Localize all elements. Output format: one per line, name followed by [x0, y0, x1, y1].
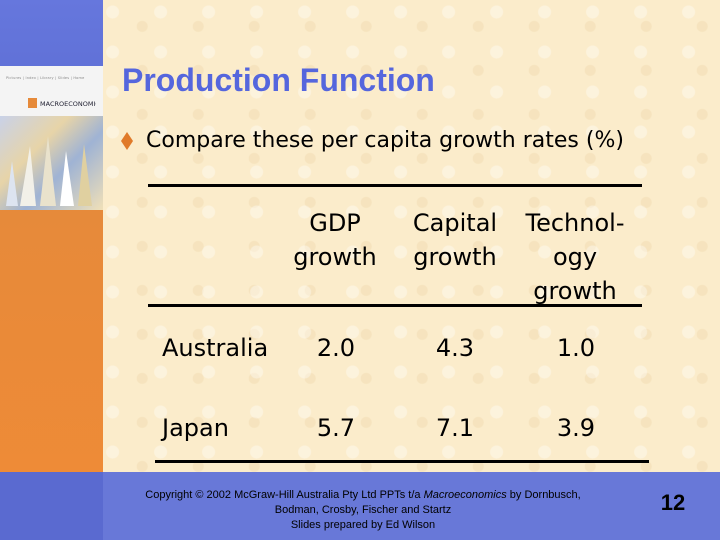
footer-line-1: Copyright © 2002 McGraw-Hill Australia P…	[108, 488, 618, 503]
slide-number: 12	[660, 490, 686, 515]
header-capital-growth: Capital growth	[412, 209, 498, 271]
cell-japan-gdp: 5.7	[316, 414, 356, 442]
header-gdp-growth: GDP growth	[293, 209, 377, 271]
book-cover-thumbnail: Pictures | Index | Library | Slides | Ho…	[0, 66, 103, 210]
row-label-japan: Japan	[162, 414, 229, 442]
cell-japan-technology: 3.9	[556, 414, 596, 442]
bullet-text: Compare these per capita growth rates (%…	[146, 128, 624, 153]
bullet-point: Compare these per capita growth rates (%…	[120, 128, 624, 153]
cover-nav-text: Pictures | Index | Library | Slides | Ho…	[6, 76, 85, 80]
footer-line-3: Slides prepared by Ed Wilson	[290, 519, 436, 531]
footer-book-title: Macroeconomics	[423, 489, 507, 501]
bottom-left-block	[0, 472, 103, 540]
page-title: Production Function	[122, 62, 435, 98]
cover-artwork	[0, 116, 103, 210]
footer-line-1-suffix: by Dornbusch,	[506, 489, 581, 501]
cell-australia-technology: 1.0	[556, 334, 596, 362]
footer-line-2: Bodman, Crosby, Fischer and Startz	[274, 504, 452, 516]
cell-japan-capital: 7.1	[435, 414, 475, 442]
cell-australia-capital: 4.3	[435, 334, 475, 362]
footer-line-1-prefix: Copyright © 2002 McGraw-Hill Australia P…	[145, 489, 424, 501]
sailboats-illustration	[6, 136, 92, 206]
copyright-footer: Copyright © 2002 McGraw-Hill Australia P…	[108, 488, 618, 533]
footer-band	[103, 472, 720, 540]
table-bottom-rule	[155, 460, 649, 463]
slide-background	[103, 0, 720, 540]
diamond-bullet-icon	[121, 131, 133, 150]
row-label-australia: Australia	[162, 334, 269, 362]
cover-logo-text: MACROECONOMICS	[40, 100, 96, 108]
cell-australia-gdp: 2.0	[316, 334, 356, 362]
table-header-rule	[148, 304, 642, 307]
header-technology-growth: Technol- ogy growth	[525, 209, 625, 305]
table-top-rule	[148, 184, 642, 187]
cover-logo: MACROECONOMICS	[28, 98, 96, 108]
